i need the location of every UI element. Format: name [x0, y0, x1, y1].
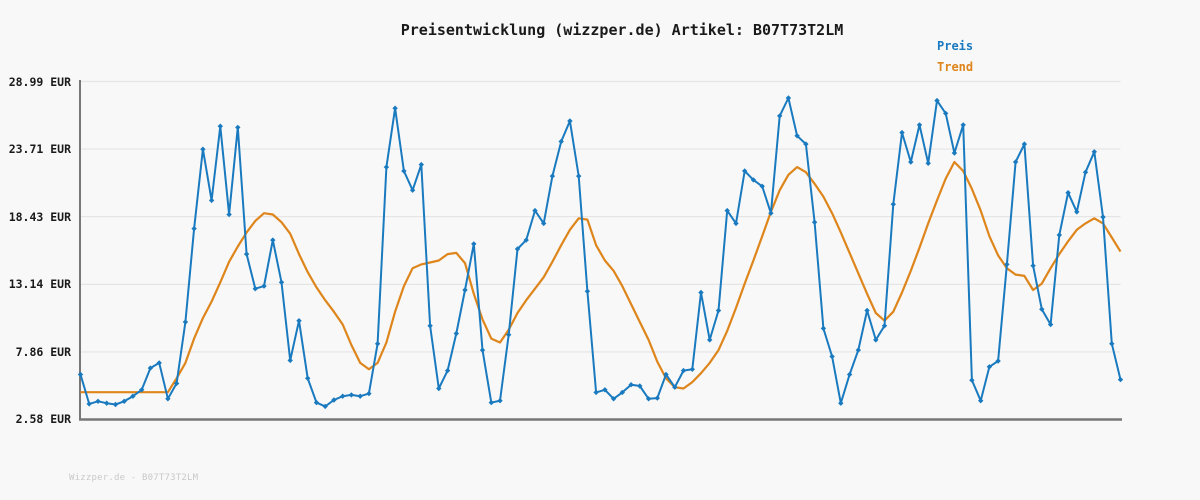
price-line	[79, 97, 1122, 408]
y-axis-tick-label: 28.99 EUR	[8, 75, 71, 89]
y-axis-tick-label: 23.71 EUR	[8, 142, 71, 156]
legend-item-preis: Preis	[937, 39, 974, 53]
trend-line	[80, 160, 1122, 394]
y-axis-tick-label: 2.58 EUR	[15, 412, 71, 426]
legend-item-trend: Trend	[937, 60, 974, 74]
y-axis-tick-label: 18.43 EUR	[8, 210, 71, 224]
watermark: Wizzper.de - B07T73T2LM	[69, 473, 199, 483]
y-axis-tick-label: 7.86 EUR	[15, 345, 71, 359]
y-axis-tick-label: 13.14 EUR	[8, 277, 71, 291]
chart-title: Preisentwicklung (wizzper.de) Artikel: B…	[400, 21, 844, 39]
